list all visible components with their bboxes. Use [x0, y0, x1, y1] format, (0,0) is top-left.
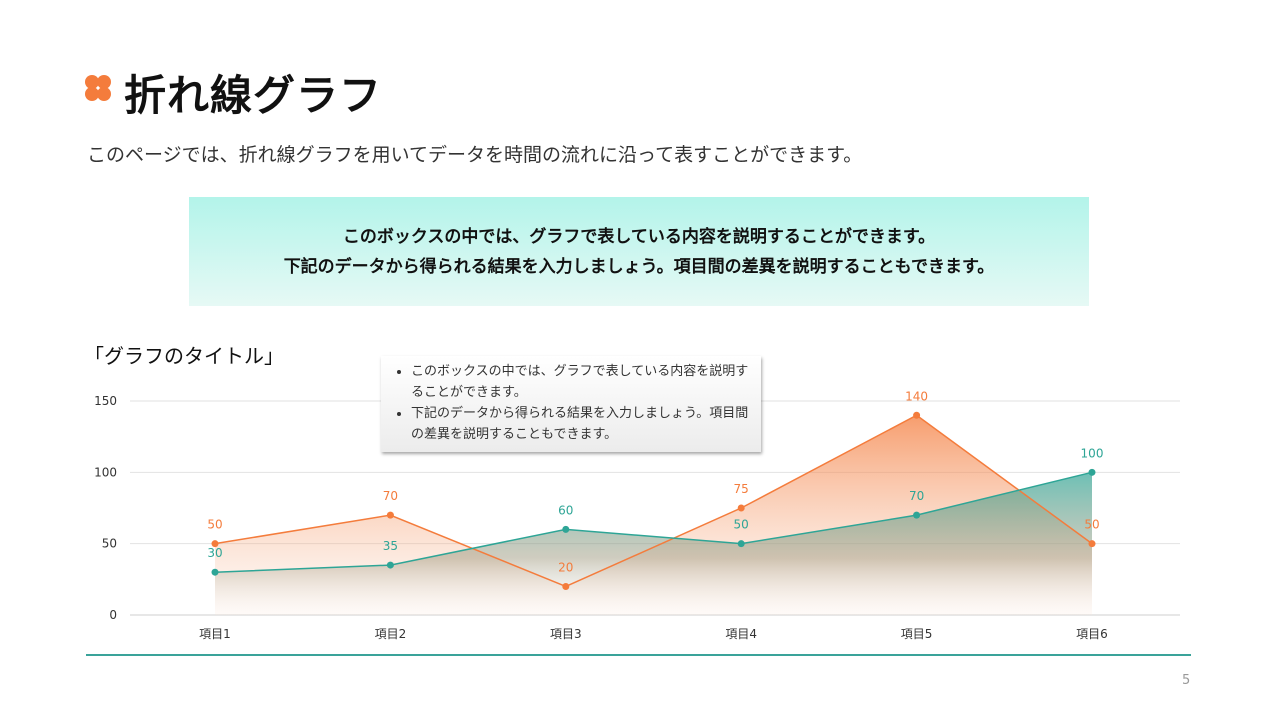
- divider: [86, 654, 1191, 656]
- data-point: [386, 511, 394, 519]
- x-tick-label: 項目2: [375, 627, 407, 641]
- info-line-1: このボックスの中では、グラフで表している内容を説明することができます。: [342, 226, 936, 247]
- data-point: [211, 568, 219, 576]
- y-tick-label: 100: [94, 465, 117, 479]
- x-tick-label: 項目3: [550, 627, 582, 641]
- data-label: 35: [383, 539, 398, 553]
- series-line: [214, 471, 1093, 573]
- series-line: [214, 414, 1093, 588]
- page-title: 折れ線グラフ: [124, 71, 383, 120]
- data-point: [386, 561, 394, 569]
- data-label: 50: [207, 518, 222, 532]
- data-point: [737, 504, 745, 512]
- data-label: 70: [383, 489, 398, 503]
- data-label: 140: [905, 389, 928, 403]
- info-line-2: 下記のデータから得られる結果を入力しましょう。項目間の差異を説明することもできま…: [283, 256, 995, 277]
- data-point: [1088, 468, 1096, 476]
- x-tick-label: 項目1: [199, 627, 231, 641]
- data-point: [913, 411, 921, 419]
- callout-item: 下記のデータから得られる結果を入力しましょう。項目間の差異を説明することもできま…: [411, 403, 761, 445]
- y-tick-label: 50: [102, 537, 117, 551]
- series-area: [215, 472, 1092, 615]
- callout-item: このボックスの中では、グラフで表している内容を説明することができます。: [411, 361, 761, 403]
- data-point: [737, 540, 745, 548]
- page-number: 5: [1182, 673, 1191, 688]
- data-point: [1088, 540, 1096, 548]
- data-point: [562, 525, 570, 533]
- orange-clover-icon: [85, 75, 111, 101]
- data-point: [211, 540, 219, 548]
- data-label: 100: [1081, 446, 1104, 460]
- y-tick-label: 0: [109, 608, 117, 622]
- data-point: [562, 582, 570, 590]
- x-tick-label: 項目4: [725, 627, 757, 641]
- data-label: 70: [909, 489, 924, 503]
- data-label: 75: [734, 482, 749, 496]
- y-tick-label: 150: [94, 394, 117, 408]
- info-box: このボックスの中では、グラフで表している内容を説明することができます。 下記のデ…: [189, 197, 1089, 306]
- page-subtitle: このページでは、折れ線グラフを用いてデータを時間の流れに沿って表すことができます…: [87, 144, 863, 166]
- data-label: 60: [558, 503, 573, 517]
- chart-title: 「グラフのタイトル」: [84, 344, 284, 368]
- data-point: [913, 511, 921, 519]
- data-label: 50: [734, 518, 749, 532]
- data-label: 20: [558, 560, 573, 574]
- data-label: 50: [1084, 518, 1099, 532]
- data-label: 30: [207, 546, 222, 560]
- x-tick-label: 項目5: [901, 627, 933, 641]
- callout-box: このボックスの中では、グラフで表している内容を説明することができます。 下記のデ…: [381, 356, 761, 452]
- x-tick-label: 項目6: [1076, 627, 1108, 641]
